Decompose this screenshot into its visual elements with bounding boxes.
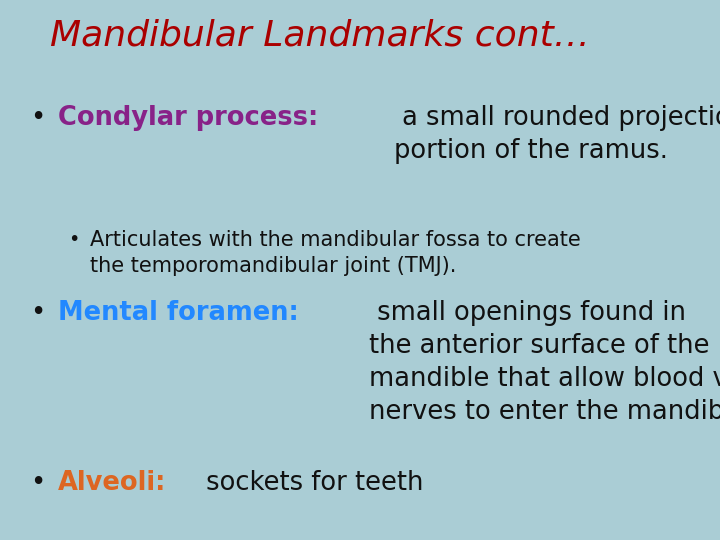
Text: Mandibular Landmarks cont…: Mandibular Landmarks cont… [50,18,590,52]
Text: Condylar process:: Condylar process: [58,105,318,131]
Text: •: • [30,470,45,496]
Text: •: • [30,105,45,131]
Text: •: • [30,300,45,326]
Text: Alveoli:: Alveoli: [58,470,166,496]
Text: sockets for teeth: sockets for teeth [198,470,423,496]
Text: small openings found in
the anterior surface of the body of the
mandible that al: small openings found in the anterior sur… [369,300,720,425]
Text: Articulates with the mandibular fossa to create
the temporomandibular joint (TMJ: Articulates with the mandibular fossa to… [90,230,581,275]
Text: Mental foramen:: Mental foramen: [58,300,299,326]
Text: a small rounded projection found on the superior posterior
portion of the ramus.: a small rounded projection found on the … [394,105,720,164]
Text: •: • [68,230,79,249]
